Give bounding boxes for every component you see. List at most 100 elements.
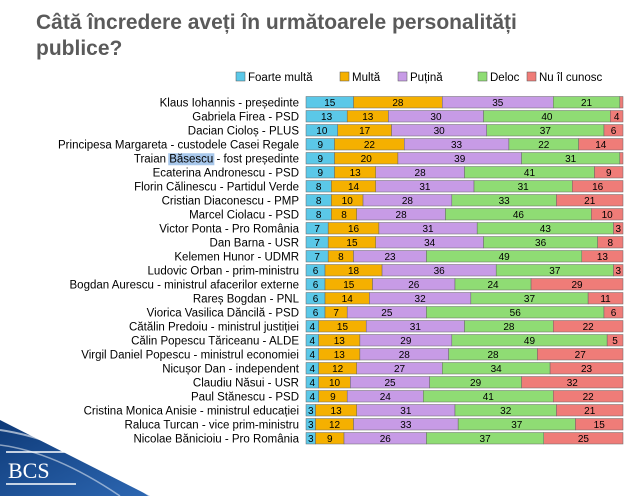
value-label: 25 xyxy=(578,434,590,445)
value-label: 24 xyxy=(487,280,499,291)
value-label: 31 xyxy=(422,224,434,235)
bar-segment-nu-il-cunosc xyxy=(581,250,624,263)
value-label: 10 xyxy=(342,196,354,207)
value-label: 22 xyxy=(538,140,550,151)
bar-segment-nu-il-cunosc xyxy=(575,418,624,431)
chart-row-claudiu-nasui-usr: Claudiu Năsui - USR 4 10 25 29 32 xyxy=(193,376,624,389)
value-label: 4 xyxy=(310,364,316,375)
legend-item-multa: Multă xyxy=(339,71,381,84)
legend-label: Puțină xyxy=(410,72,443,84)
category-label: Nicolae Bănicioiu - Pro România xyxy=(133,433,299,445)
value-label: 34 xyxy=(424,238,436,249)
value-label: 4 xyxy=(310,336,316,347)
value-label: 8 xyxy=(316,182,322,193)
value-label: 56 xyxy=(510,308,522,319)
value-label: 9 xyxy=(317,168,323,179)
value-label: 12 xyxy=(329,420,341,431)
value-label: 6 xyxy=(313,294,319,305)
value-label: 49 xyxy=(524,336,536,347)
category-label: Florin Călinescu - Partidul Verde xyxy=(134,181,299,193)
value-label: 13 xyxy=(597,252,609,263)
category-label: Virgil Daniel Popescu - ministrul econom… xyxy=(81,349,299,361)
value-label: 4 xyxy=(310,350,316,361)
value-label: 9 xyxy=(327,434,333,445)
legend-item-nu-il-cunosc: Nu îl cunosc xyxy=(526,71,603,84)
value-label: 23 xyxy=(581,364,593,375)
value-label: 15 xyxy=(337,322,349,333)
legend-label: Multă xyxy=(352,72,381,84)
value-label: 37 xyxy=(511,420,523,431)
legend-label: Nu îl cunosc xyxy=(539,72,603,84)
chart-row-victor-ponta-pro-romania: Victor Ponta - Pro România 7 16 31 43 3 xyxy=(159,222,624,235)
bar-segment-nu-il-cunosc xyxy=(553,320,624,333)
value-label: 15 xyxy=(324,98,336,109)
bar-segment-nu-il-cunosc xyxy=(610,110,624,123)
chart-rows: Klaus Iohannis - președinte 15 28 35 21Gabri… xyxy=(58,96,624,445)
value-label: 25 xyxy=(381,308,393,319)
bar-segment-nu-il-cunosc xyxy=(530,278,624,291)
category-label: Rareș Bogdan - PNL xyxy=(193,293,300,305)
value-label: 18 xyxy=(348,266,360,277)
value-label: 16 xyxy=(592,182,604,193)
value-label: 22 xyxy=(364,140,376,151)
value-label: 13 xyxy=(334,336,346,347)
value-label: 29 xyxy=(571,280,583,291)
bar-segment-nu-il-cunosc xyxy=(619,96,624,109)
page-title: Câtă încredere aveți în următoarele pers… xyxy=(36,11,517,60)
value-label: 24 xyxy=(380,392,392,403)
value-label: 46 xyxy=(513,210,525,221)
bar-segment-nu-il-cunosc xyxy=(594,166,624,179)
category-label: Dacian Cioloș - PLUS xyxy=(188,125,300,137)
value-label: 4 xyxy=(614,112,620,123)
chart-row-florin-calinescu-partidul-verde: Florin Călinescu - Partidul Verde 8 14 31 31… xyxy=(134,180,624,193)
value-label: 4 xyxy=(310,322,316,333)
value-label: 14 xyxy=(348,182,360,193)
value-label: 21 xyxy=(584,406,596,417)
category-label: Ecaterina Andronescu - PSD xyxy=(153,167,299,179)
chart-row-calin-popescu-tariceanu-alde: Călin Popescu Tăriceanu - ALDE 4 13 29 49 5 xyxy=(131,334,624,347)
text-highlight xyxy=(168,153,215,166)
value-label: 21 xyxy=(581,98,593,109)
legend-swatch xyxy=(397,71,408,82)
value-label: 3 xyxy=(308,434,314,445)
chart-row-virgil-daniel-popescu-ministrul-economiei: Virgil Daniel Popescu - ministrul econom… xyxy=(81,348,624,361)
bar-segment-nu-il-cunosc xyxy=(587,292,624,305)
value-label: 11 xyxy=(600,294,611,305)
bcs-logo: BCS xyxy=(0,420,151,496)
value-label: 31 xyxy=(410,322,422,333)
value-label: 3 xyxy=(308,420,314,431)
value-label: 33 xyxy=(400,420,412,431)
chart-row-viorica-vasilica-dancila-psd: Viorica Vasilica Dăncilă - PSD 6 7 25 56 6 xyxy=(147,306,624,319)
chart-row-cristian-diaconescu-pmp: Cristian Diaconescu - PMP 8 10 28 33 21 xyxy=(162,194,624,207)
chart-row-raluca-turcan-vice-prim-ministru: Raluca Turcan - vice prim-ministru 3 12 33 3… xyxy=(125,418,624,431)
category-label: Raluca Turcan - vice prim-ministru xyxy=(125,419,299,431)
value-label: 40 xyxy=(541,112,553,123)
bar-segment-nu-il-cunosc xyxy=(521,376,624,389)
chart-row-dacian-ciolos-plus: Dacian Cioloș - PLUS 10 17 30 37 6 xyxy=(188,124,624,137)
value-label: 28 xyxy=(396,210,408,221)
bar-segment-nu-il-cunosc xyxy=(549,362,624,375)
value-label: 27 xyxy=(394,364,406,375)
value-label: 28 xyxy=(415,168,427,179)
category-label: Klaus Iohannis - președinte xyxy=(160,97,299,109)
value-label: 10 xyxy=(602,210,614,221)
value-label: 7 xyxy=(333,308,339,319)
value-label: 15 xyxy=(346,238,358,249)
value-label: 33 xyxy=(499,196,511,207)
logo-text: BCS xyxy=(8,458,50,483)
chart-row-dan-barna-usr: Dan Barna - USR 7 15 34 36 8 xyxy=(210,236,624,249)
category-label: Principesa Margareta - custodele Casei R… xyxy=(58,139,299,151)
value-label: 6 xyxy=(313,266,319,277)
category-label: Kelemen Hunor - UDMR xyxy=(174,251,299,263)
value-label: 21 xyxy=(584,196,596,207)
value-label: 6 xyxy=(611,308,617,319)
value-label: 9 xyxy=(606,168,612,179)
value-label: 39 xyxy=(454,154,466,165)
value-label: 28 xyxy=(503,322,515,333)
value-label: 32 xyxy=(500,406,512,417)
value-label: 6 xyxy=(313,280,319,291)
category-label: Claudiu Năsui - USR xyxy=(193,377,299,389)
value-label: 9 xyxy=(317,140,323,151)
value-label: 17 xyxy=(359,126,371,137)
value-label: 13 xyxy=(350,168,362,179)
